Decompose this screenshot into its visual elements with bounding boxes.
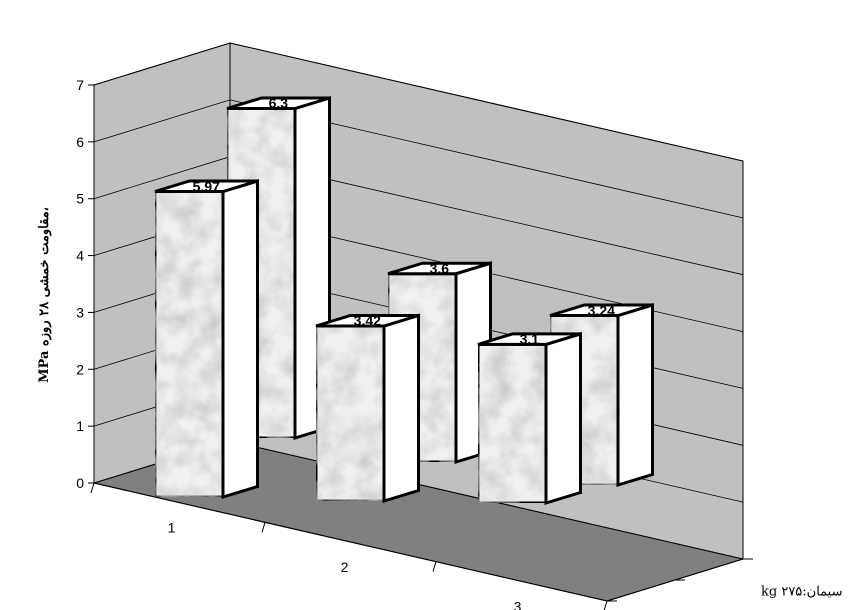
data-label: 6.3 <box>269 95 289 111</box>
y-tick-label: 7 <box>76 77 84 93</box>
data-label: 3.6 <box>430 260 450 276</box>
bars <box>153 95 654 506</box>
data-label: 3.24 <box>588 302 615 318</box>
data-label: 3.42 <box>354 313 381 329</box>
x-axis <box>93 482 608 602</box>
data-label: 5.97 <box>193 178 220 194</box>
bar-top <box>226 96 330 110</box>
bar-side <box>221 178 259 500</box>
x-tick-label: 3 <box>514 598 522 610</box>
data-label: 3.1 <box>520 331 540 347</box>
bar-top <box>387 261 491 276</box>
bar-front <box>314 324 386 503</box>
bar <box>476 331 582 506</box>
bar-front <box>153 190 225 499</box>
bar-top <box>315 314 419 328</box>
x-tick-label: 2 <box>341 559 349 575</box>
y-tick-label: 4 <box>76 248 84 264</box>
x-tick <box>603 600 608 610</box>
y-tick-label: 0 <box>76 475 84 491</box>
y-tick-label: 6 <box>76 134 84 150</box>
bar-side <box>544 331 582 506</box>
y-axis-title: MPa مقاومت خمشی ۲۸ روزه، <box>37 207 52 383</box>
y-tick-label: 2 <box>76 361 84 377</box>
bar-top <box>477 332 581 346</box>
bar-top <box>549 303 653 317</box>
bar <box>314 313 420 504</box>
series-label: سیمان:kg ۲۷۵ <box>761 585 843 600</box>
x-tick <box>90 482 95 494</box>
y-tick-label: 5 <box>76 191 84 207</box>
bar <box>153 178 259 500</box>
y-tick-label: 3 <box>76 304 84 320</box>
x-tick-label: 1 <box>168 520 176 536</box>
gridline <box>93 99 744 219</box>
axes <box>88 84 753 610</box>
bar-side <box>382 313 420 504</box>
x-tick <box>432 561 437 572</box>
bar-side <box>616 302 654 488</box>
gridline <box>93 42 744 162</box>
bar-top <box>154 179 258 193</box>
y-tick-label: 1 <box>76 418 84 434</box>
bar-front <box>476 342 548 505</box>
x-tick <box>261 522 266 533</box>
